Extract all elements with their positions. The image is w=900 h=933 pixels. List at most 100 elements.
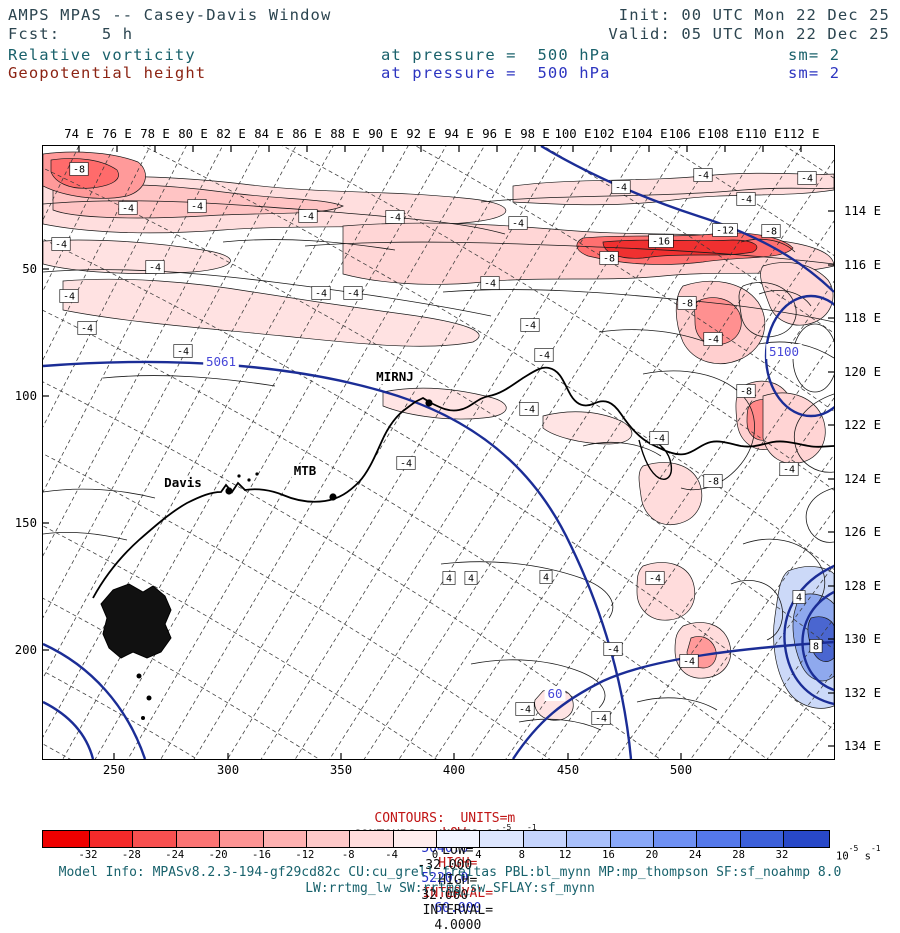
colorbar-units-label: 10-5 s-1 (836, 844, 881, 863)
height-label: 60 (547, 686, 562, 701)
axis-label-bottom: 500 (670, 763, 692, 777)
contour-label: -4 (783, 465, 795, 476)
axis-label-left: 100 (5, 389, 37, 403)
axis-ticks (43, 146, 834, 759)
colorbar-tick: 28 (732, 849, 745, 861)
legend2-high-label: HIGH= (438, 873, 477, 888)
axis-label-top: 102 E (592, 127, 629, 141)
contour-label-layer: -8 -4 -4 -4 -4 -4 -4 -4 -4 -4 -4 -4 -4 -4 -4 -4 -4 -4 -4 -4… (51, 162, 823, 725)
contour-label-box (809, 639, 823, 653)
meridian-line (728, 617, 834, 759)
contour-label-box (736, 192, 756, 206)
meridian-line (363, 146, 762, 759)
contour-label-box (520, 318, 540, 332)
axis-label-right: 120 E (844, 365, 881, 379)
legend1-interval-label: INTERVAL= (423, 886, 493, 901)
axis-label-bottom: 350 (330, 763, 352, 777)
contour-label-box (761, 224, 781, 238)
contour-label: -4 (683, 657, 695, 668)
axis-label-right: 124 E (844, 472, 881, 486)
axis-label-top: 82 E (216, 127, 246, 141)
axis-label-top: 76 E (102, 127, 132, 141)
axis-label-top: 108 E (706, 127, 743, 141)
colorbar-tick: -16 (252, 849, 271, 861)
contour-label: -4 (484, 279, 496, 290)
colorbar-cell (392, 831, 436, 847)
contour-label-box (736, 384, 756, 398)
colorbar-cell (436, 831, 480, 847)
colorbar-tick: 4 (475, 849, 481, 861)
axis-label-top: 96 E (482, 127, 512, 141)
contour-label-box (298, 209, 318, 223)
contour-label-box (464, 571, 478, 585)
contour-label-box (442, 571, 456, 585)
axis-label-top: 80 E (178, 127, 208, 141)
colorbar-tick: -8 (342, 849, 355, 861)
contour-label-box (712, 223, 738, 237)
axis-label-right: 122 E (844, 418, 881, 432)
contour-label-box (649, 431, 669, 445)
contour-label: 8 (813, 642, 819, 653)
cb-units-unit: s (858, 851, 871, 863)
contour-label: -4 (347, 289, 359, 300)
map-plot: -8 -4 -4 -4 -4 -4 -4 -4 -4 -4 -4 -4 -4 -4 -4 -4 -4 -4 -4 -4… (43, 146, 834, 759)
contour-label: -4 (400, 459, 412, 470)
contour-label: -8 (740, 387, 752, 398)
field1-smoothing: sm= 2 (788, 46, 840, 64)
colorbar-cell (175, 831, 220, 847)
contour-label-box (703, 474, 723, 488)
contour-label-box (77, 321, 97, 335)
axis-label-top: 110 E (744, 127, 781, 141)
contour-label: -4 (177, 347, 189, 358)
meridian-line (127, 146, 485, 759)
legend1-prefix: CONTOURS: UNITS=m (374, 811, 515, 826)
colorbar-cell (566, 831, 610, 847)
meridian-line (434, 159, 834, 759)
meridian-line (578, 397, 834, 759)
field1-name: Relative vorticity (8, 46, 196, 64)
contour-label: 4 (796, 593, 802, 604)
contour-label: -4 (55, 240, 67, 251)
contour-label: -4 (595, 714, 607, 725)
axis-label-left: 50 (5, 262, 37, 276)
contour-label: -4 (519, 705, 531, 716)
meridian-line (160, 146, 524, 759)
contour-label-box (311, 286, 331, 300)
meridian-line (260, 146, 641, 759)
contour-label: -4 (122, 204, 134, 215)
axis-label-right: 132 E (844, 686, 881, 700)
colorbar-cell (479, 831, 523, 847)
contour-label: -12 (716, 226, 734, 237)
contour-label-box (591, 711, 611, 725)
colorbar-cell (262, 831, 306, 847)
axis-label-top: 94 E (444, 127, 474, 141)
axis-label-left: 150 (5, 516, 37, 530)
amps-forecast-page: { "header": { "title": "AMPS MPAS -- Cas… (5, 6, 889, 933)
axis-label-top: 74 E (64, 127, 94, 141)
axis-label-top: 112 E (782, 127, 819, 141)
legend2-exp: -5 (502, 823, 512, 832)
contour-label-box (396, 456, 416, 470)
contour-label: -4 (302, 212, 314, 223)
contour-label-box (59, 289, 79, 303)
axis-label-right: 114 E (844, 204, 881, 218)
station-label-box (162, 476, 204, 490)
legend2-interval-value: 4.0000 (434, 918, 481, 933)
colorbar-tick: 16 (602, 849, 615, 861)
axis-label-left: 200 (5, 643, 37, 657)
cb-units-unit-exp: -1 (871, 844, 881, 853)
colorbar-cell (43, 831, 89, 847)
legend2-low-value: -32.000 (417, 858, 472, 873)
legend2-unit-exp: -1 (527, 823, 537, 832)
colorbar-cell (89, 831, 133, 847)
colorbar-cell (305, 831, 350, 847)
contour-label: -8 (707, 477, 719, 488)
contour-label-box (145, 260, 165, 274)
contour-label: -16 (652, 237, 670, 248)
axis-label-top: 90 E (368, 127, 398, 141)
colorbar-cell (132, 831, 176, 847)
axis-label-right: 118 E (844, 311, 881, 325)
legend1-high-value: 5220.0 (421, 871, 468, 886)
axis-label-top: 100 E (554, 127, 591, 141)
meridian-line (43, 146, 371, 738)
